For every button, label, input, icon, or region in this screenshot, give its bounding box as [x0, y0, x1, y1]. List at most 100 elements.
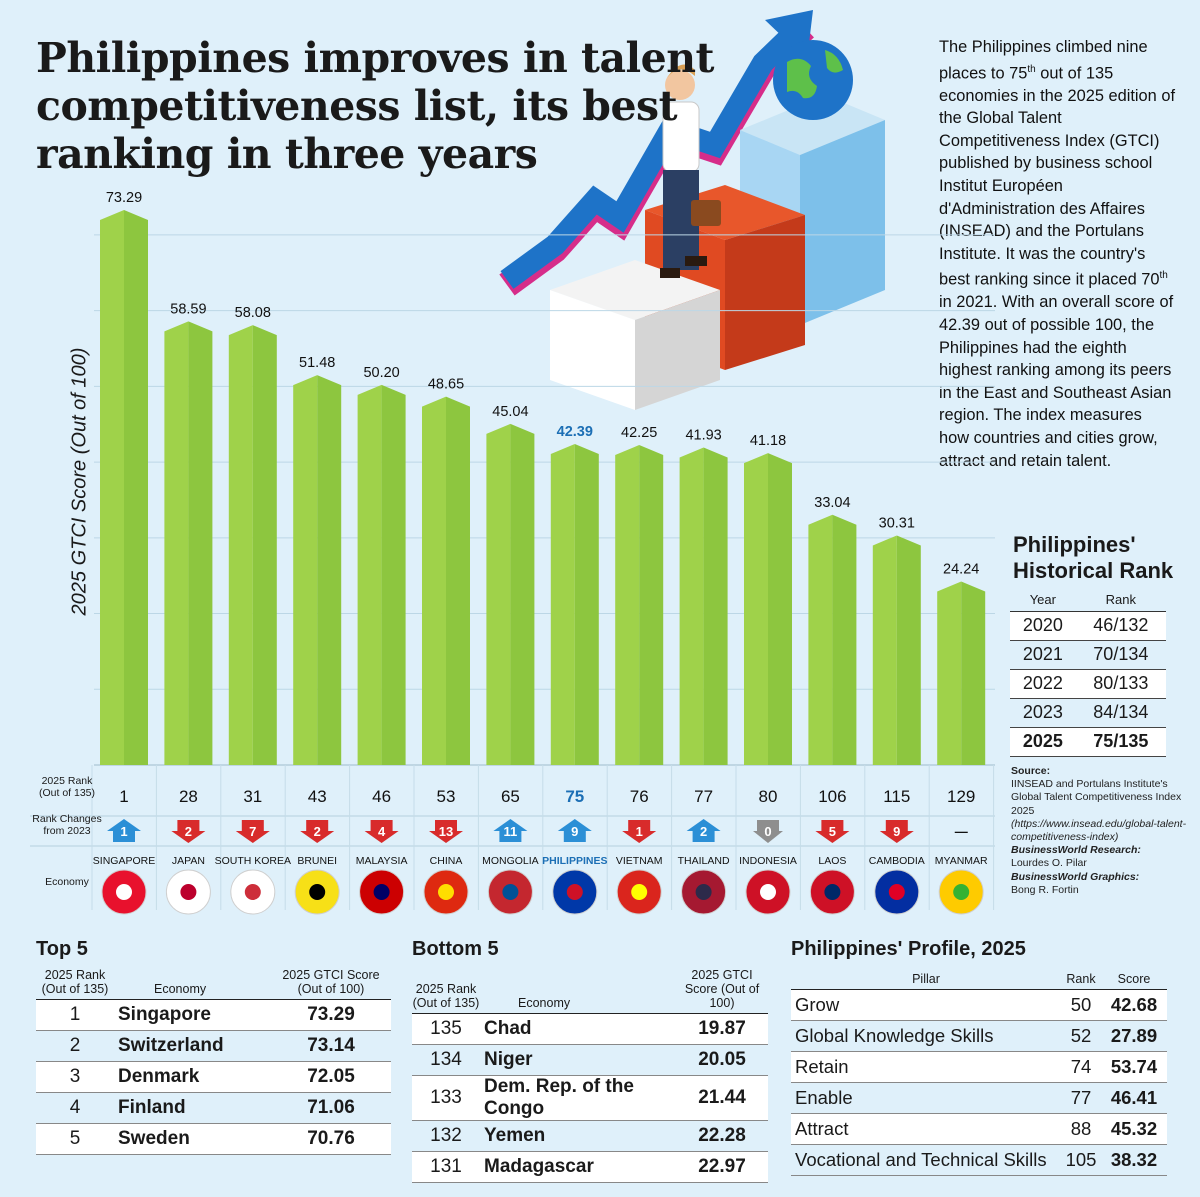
table-row: 2023 84/134 — [1010, 698, 1166, 728]
table-row: 133 Dem. Rep. of the Congo 21.44 — [412, 1075, 768, 1121]
bar — [615, 445, 640, 765]
rank-up-icon — [493, 819, 528, 842]
rank-change-value: 9 — [893, 824, 900, 839]
table-row: 134 Niger 20.05 — [412, 1044, 768, 1076]
top5-table: 2025 Rank (Out of 135) Economy 2025 GTCI S… — [36, 968, 391, 1155]
flag-emblem — [309, 884, 326, 900]
flag-emblem — [695, 884, 712, 900]
flag-emblem — [244, 884, 261, 900]
rank-change-value: 7 — [249, 824, 256, 839]
rank-row-label: 2025 Rank (Out of 135) — [38, 775, 96, 799]
rank-change-value: 9 — [571, 824, 578, 839]
bar-value-label: 50.20 — [363, 365, 399, 381]
table-row: 131 Madagascar 22.97 — [412, 1151, 768, 1183]
bar-value-label: 58.08 — [235, 305, 271, 321]
bar — [228, 325, 253, 765]
flag-emblem — [824, 884, 841, 900]
rank-down-icon — [622, 820, 657, 843]
rank-change-row-label: Rank Changes from 2023 — [32, 813, 102, 837]
rank-value: 46 — [372, 787, 391, 806]
historical-rank-table: Year Rank 2020 46/132 2021 70/134 2022 80/13… — [1010, 590, 1166, 757]
rank-change-value: 2 — [185, 824, 192, 839]
bar — [872, 535, 897, 765]
historical-rank-title: Philippines' Historical Rank — [1013, 532, 1174, 583]
bar-value-label: 73.29 — [106, 190, 142, 206]
bar-value-label: 58.59 — [170, 301, 206, 317]
bar-value-label: 45.04 — [492, 404, 528, 420]
rank-change-value: 2 — [314, 824, 321, 839]
rank-value: 76 — [630, 787, 649, 806]
rank-value: 43 — [308, 787, 327, 806]
rank-change-value: 1 — [120, 824, 127, 839]
flag-emblem — [631, 884, 648, 900]
economy-row-label: Economy — [45, 876, 89, 888]
table-row: 2020 46/132 — [1010, 611, 1166, 641]
col-header: Rank — [1075, 590, 1166, 612]
rank-value: 1 — [119, 787, 128, 806]
bar — [293, 375, 318, 765]
bar-shade — [188, 321, 213, 765]
flag-emblem — [888, 884, 905, 900]
bar — [937, 581, 962, 765]
rank-change-value: 1 — [636, 824, 643, 839]
bottom5-title: Bottom 5 — [412, 938, 499, 960]
rank-change-value: — — [955, 824, 968, 839]
flag-emblem — [373, 884, 390, 900]
flag-emblem — [180, 884, 197, 900]
economy-name: SINGAPORE — [93, 855, 155, 867]
rank-down-icon — [364, 820, 399, 843]
bar-value-label: 30.31 — [879, 515, 915, 531]
flag-emblem — [760, 884, 776, 900]
rank-value: 28 — [179, 787, 198, 806]
gtci-bar-chart: 73.2911SINGAPORE58.59282JAPAN58.08317SOU… — [30, 190, 995, 915]
economy-name: CHINA — [430, 855, 463, 867]
economy-name: MYANMAR — [935, 855, 988, 867]
rank-change-value: 4 — [378, 824, 386, 839]
table-row: 2022 80/133 — [1010, 669, 1166, 699]
rank-value: 65 — [501, 787, 520, 806]
rank-value: 77 — [694, 787, 713, 806]
rank-change-value: 11 — [504, 824, 518, 839]
economy-name: JAPAN — [172, 855, 205, 867]
table-row: Retain 74 53.74 — [791, 1051, 1167, 1083]
table-row: 2025 75/135 — [1010, 727, 1166, 757]
economy-name: BRUNEI — [297, 855, 337, 867]
bar-value-label: 33.04 — [814, 495, 850, 511]
economy-name: CAMBODIA — [869, 855, 925, 867]
rank-change-value: 0 — [764, 824, 771, 839]
economy-name: SOUTH KOREA — [215, 855, 291, 867]
flag-emblem — [502, 884, 519, 900]
bar — [357, 384, 382, 765]
flag-emblem — [566, 884, 583, 900]
flag-emblem — [116, 884, 132, 900]
bar — [164, 321, 189, 765]
bar-shade — [252, 325, 277, 765]
col-header: Year — [1010, 590, 1076, 612]
bar-shade — [510, 423, 535, 765]
rank-up-icon — [686, 819, 721, 842]
rank-change-value: 5 — [829, 824, 836, 839]
profile-title: Philippines' Profile, 2025 — [791, 938, 1026, 960]
rank-up-icon — [557, 819, 592, 842]
rank-up-icon — [107, 819, 141, 842]
bar-shade — [768, 453, 792, 765]
table-row: Grow 50 42.68 — [791, 989, 1167, 1021]
bar-value-label: 42.25 — [621, 425, 657, 441]
economy-name: INDONESIA — [739, 855, 797, 867]
rank-value: 53 — [437, 787, 456, 806]
bar-shade — [832, 514, 857, 765]
rank-down-icon — [429, 820, 463, 843]
bar — [486, 423, 511, 765]
table-row: Enable 77 46.41 — [791, 1082, 1167, 1114]
table-row: 2 Switzerland 73.14 — [36, 1030, 391, 1062]
table-row: Attract 88 45.32 — [791, 1113, 1167, 1145]
table-row: 5 Sweden 70.76 — [36, 1123, 391, 1155]
bar-shade — [961, 581, 986, 765]
bottom5-table: 2025 Rank (Out of 135) Economy 2025 GTCI S… — [412, 968, 768, 1183]
bar-value-label: 42.39 — [557, 424, 593, 440]
table-row: Global Knowledge Skills 52 27.89 — [791, 1020, 1167, 1052]
rank-down-icon — [815, 820, 850, 843]
table-row: 135 Chad 19.87 — [412, 1013, 768, 1045]
source-note: Source: IINSEAD and Portulans Institute'… — [1011, 765, 1187, 896]
